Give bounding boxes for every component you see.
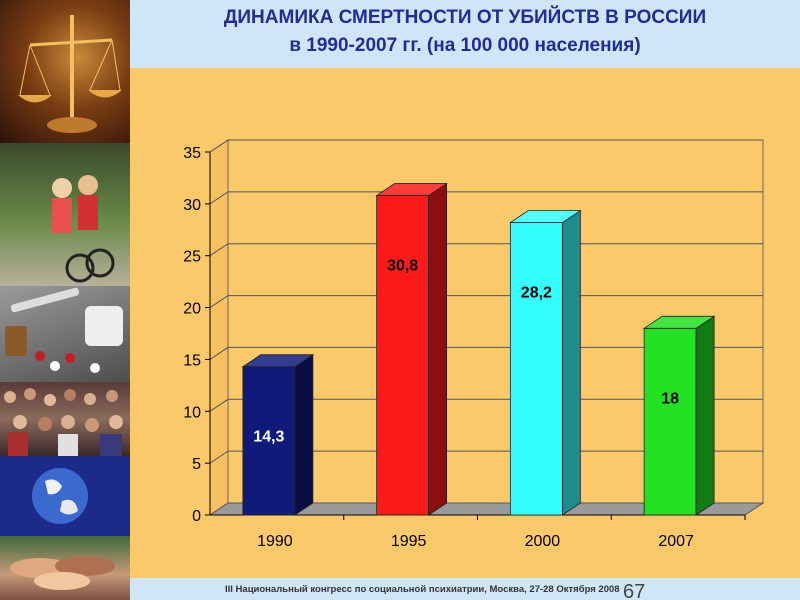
slide-header: ДИНАМИКА СМЕРТНОСТИ ОТ УБИЙСТВ В РОССИИ … [130,0,800,68]
y-tick-label: 30 [183,197,201,214]
bar-side-1990 [294,353,314,516]
bar-side-2007 [695,315,715,516]
slide-footer: III Национальный конгресс по социальной … [130,578,800,600]
y-tick-label: 25 [183,249,201,266]
data-label-1990: 14,3 [253,429,284,446]
data-label-2007: 18 [661,390,679,407]
scales-of-justice-photo [0,0,130,143]
bar-side-2000 [561,209,581,516]
page-number: 67 [623,581,646,600]
chart-side-wall [209,139,229,516]
footer-text: III Национальный конгресс по социальной … [225,584,620,595]
data-label-1995: 30,8 [387,258,418,275]
y-tick-label: 5 [192,456,201,473]
pills-syringes-photo [0,286,130,382]
gridline [209,139,763,153]
slide-title: ДИНАМИКА СМЕРТНОСТИ ОТ УБИЙСТВ В РОССИИ [223,7,707,28]
bar-top-2000 [509,210,582,223]
gridline [209,346,763,360]
y-tick-label: 10 [183,404,201,421]
crowd-photo [0,382,130,456]
bar-front-2007 [643,327,697,516]
gridline [209,450,763,464]
gridline [209,243,763,257]
x-tick-label: 1990 [257,533,293,550]
bar-top-1995 [375,183,448,196]
y-tick-label: 35 [183,145,201,162]
x-tick-label: 2000 [525,533,561,550]
bar-front-1995 [376,195,430,516]
bar-top-1990 [241,354,315,368]
bar-front-1990 [242,366,296,516]
x-tick-label: 2007 [658,533,694,550]
bar-front-2000 [509,222,563,516]
gridline [209,191,763,205]
sidebar-photo-strip [0,0,130,600]
data-label-2000: 28,2 [521,285,552,302]
bar-top-2007 [642,315,716,329]
earth-globe-photo [0,456,130,536]
bar-side-1995 [428,182,448,516]
slide-subtitle: в 1990-2007 гг. (на 100 000 населения) [289,35,641,56]
y-tick-label: 20 [183,301,201,318]
bar-chart: 0 5 10 15 20 25 30 35 14,3 1990 30,8 1995 28,2 2000 18… [183,139,765,550]
children-bicycle-photo [0,143,130,286]
x-tick-label: 1995 [391,533,427,550]
gridline [209,398,763,412]
joined-hands-photo [0,536,130,600]
y-tick-label: 15 [183,352,201,369]
gridline [209,295,763,308]
y-tick-label: 0 [192,508,201,525]
